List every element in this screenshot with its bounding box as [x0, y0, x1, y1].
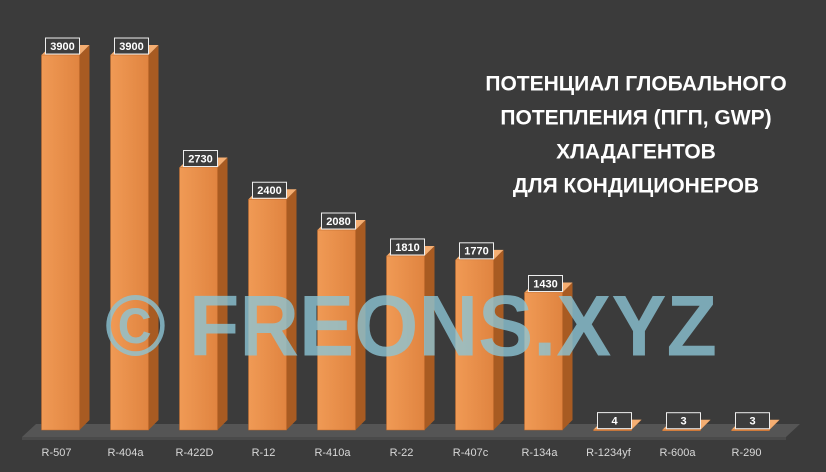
chart-title: ПОТЕНЦИАЛ ГЛОБАЛЬНОГО	[485, 73, 786, 96]
value-label-box	[666, 412, 701, 430]
chart-title: ПОТЕПЛЕНИЯ (ПГП, GWP)	[500, 107, 771, 130]
value-label-box	[252, 181, 287, 199]
bar	[179, 167, 218, 431]
value-label: 3	[680, 416, 686, 428]
value-label: 2730	[188, 153, 212, 165]
value-label-box	[114, 37, 149, 55]
bar-side	[631, 419, 642, 430]
bar-side	[562, 282, 573, 430]
bar	[593, 429, 632, 431]
value-label: 3900	[50, 41, 74, 53]
value-label-box	[735, 412, 770, 430]
floor-edge	[22, 437, 786, 440]
x-tick-label: R-600a	[659, 447, 696, 459]
value-label: 1810	[395, 242, 419, 254]
bar	[248, 198, 287, 431]
value-label-box	[528, 275, 563, 293]
bar	[110, 54, 149, 431]
x-tick-label: R-422D	[176, 447, 214, 459]
bar	[524, 292, 563, 431]
bar-side	[79, 45, 90, 430]
value-label-box	[390, 238, 425, 256]
bar-side	[424, 245, 435, 430]
x-tick-label: R-290	[732, 447, 762, 459]
x-tick-label: R-1234yf	[586, 447, 632, 459]
value-label-box	[45, 37, 80, 55]
value-label: 3	[749, 416, 755, 428]
chart-title: ДЛЯ КОНДИЦИОНЕРОВ	[513, 175, 759, 198]
x-tick-label: R-22	[390, 447, 414, 459]
bar	[317, 229, 356, 431]
x-tick-label: R-134a	[521, 447, 558, 459]
bar-side	[286, 189, 297, 430]
x-tick-label: R-407c	[453, 447, 489, 459]
bar-side	[217, 157, 228, 430]
value-label: 3900	[119, 41, 143, 53]
bar	[731, 429, 770, 431]
x-tick-label: R-507	[42, 447, 72, 459]
value-label-box	[459, 242, 494, 260]
x-tick-label: R-404a	[107, 447, 144, 459]
value-label: 2080	[326, 216, 350, 228]
chart-title: ХЛАДАГЕНТОВ	[556, 141, 716, 164]
bar-side	[769, 419, 780, 430]
bar	[386, 255, 425, 431]
value-label: 2400	[257, 185, 281, 197]
bar	[41, 54, 80, 431]
value-label-box	[183, 150, 218, 168]
bar-side	[148, 45, 159, 430]
x-tick-label: R-12	[252, 447, 276, 459]
bar	[455, 259, 494, 431]
value-label: 1430	[533, 278, 557, 290]
bar	[662, 429, 701, 431]
watermark: © FREONS.XYZ	[105, 279, 717, 375]
bar-side	[355, 220, 366, 430]
bar-side	[700, 419, 711, 430]
bar-side	[493, 249, 504, 430]
x-tick-label: R-410a	[314, 447, 351, 459]
value-label-box	[321, 212, 356, 230]
value-label: 4	[611, 416, 618, 428]
value-label: 1770	[464, 246, 488, 258]
value-label-box	[597, 412, 632, 430]
